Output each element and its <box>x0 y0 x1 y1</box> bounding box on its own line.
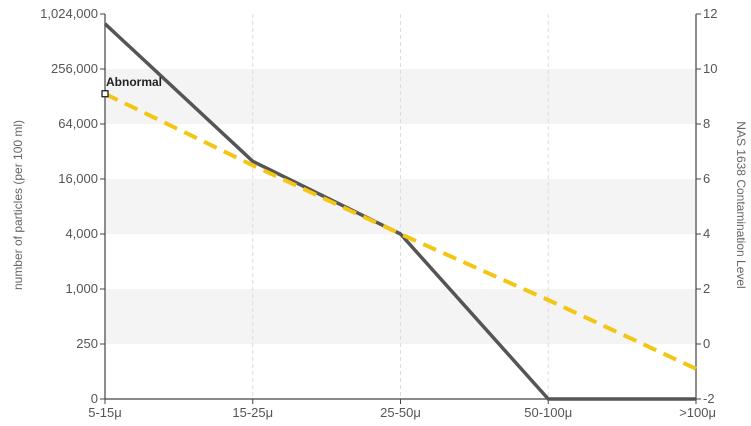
tick-label-x: 5-15μ <box>88 405 122 420</box>
tick-label-x: 50-100μ <box>524 405 572 420</box>
tick-label-left: 0 <box>91 391 98 406</box>
tick-label-left: 1,000 <box>65 281 98 296</box>
tick-label-left: 256,000 <box>51 61 98 76</box>
tick-label-x: 15-25μ <box>232 405 273 420</box>
annotation-marker <box>101 90 109 98</box>
tick-label-right: 10 <box>703 61 717 76</box>
tick-label-right: 12 <box>703 6 717 21</box>
tick-label-right: 8 <box>703 116 710 131</box>
tick-label-right: 2 <box>703 281 710 296</box>
left-axis-ticks: 0 250 1,000 4,000 16,000 64,000 256,000 1,024,0… <box>40 6 105 406</box>
y-axis-right-title: NAS 1638 Contamination Level <box>734 121 748 288</box>
x-axis-ticks: 5-15μ 15-25μ 25-50μ 50-100μ >100μ <box>88 399 716 420</box>
y-axis-left-title: number of particles (per 100 ml) <box>11 120 25 290</box>
tick-label-left: 250 <box>76 336 98 351</box>
tick-label-right: 6 <box>703 171 710 186</box>
series-layer <box>103 22 697 401</box>
tick-label-right: -2 <box>703 391 715 406</box>
tick-label-left: 4,000 <box>65 226 98 241</box>
series-line-1 <box>103 22 696 401</box>
tick-label-left: 16,000 <box>58 171 98 186</box>
tick-label-left: 64,000 <box>58 116 98 131</box>
tick-label-right: 4 <box>703 226 710 241</box>
annotation-layer: Abnormal <box>101 75 162 98</box>
tick-label-right: 0 <box>703 336 710 351</box>
tick-label-x: 25-50μ <box>380 405 421 420</box>
tick-label-left: 1,024,000 <box>40 6 98 21</box>
annotation-label: Abnormal <box>106 75 162 89</box>
tick-label-x: >100μ <box>679 405 716 420</box>
right-axis-ticks: -2 0 2 4 6 8 10 12 <box>696 6 717 406</box>
